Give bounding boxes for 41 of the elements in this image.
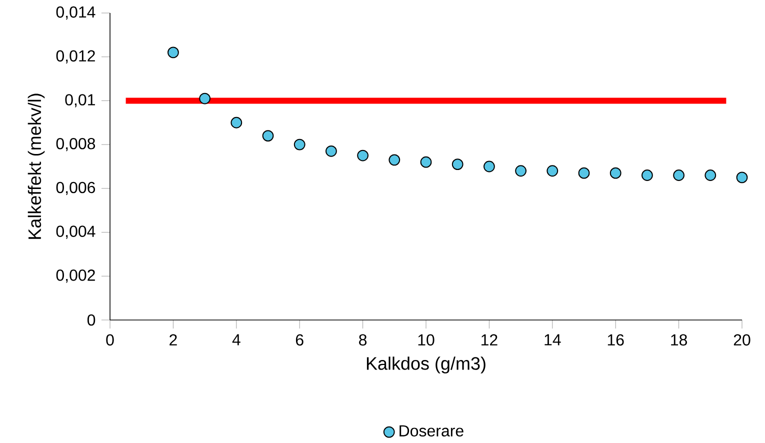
point — [641, 170, 653, 181]
point — [610, 167, 622, 179]
point — [452, 158, 464, 170]
point — [230, 116, 242, 128]
point — [199, 92, 211, 104]
x-tick-label: 4 — [232, 334, 240, 346]
point — [546, 165, 558, 177]
point — [420, 156, 432, 168]
x-axis-title: Kalkdos (g/m3) — [366, 356, 486, 374]
x-tick-label: 14 — [544, 334, 561, 346]
x-tick-label: 10 — [418, 334, 434, 346]
y-tick-label: 0 — [87, 314, 96, 326]
x-tick-label: 20 — [734, 334, 750, 346]
point — [578, 167, 590, 179]
point — [736, 172, 748, 184]
point — [262, 130, 274, 142]
y-tick-label: 0,014 — [56, 6, 96, 20]
point — [673, 170, 684, 181]
x-tick-label: 16 — [608, 334, 624, 346]
x-tick-label: 2 — [170, 334, 177, 346]
point — [484, 160, 495, 172]
y-tick-label: 0,008 — [56, 138, 96, 152]
x-tick-label: 6 — [296, 334, 304, 346]
point — [388, 154, 400, 166]
x-tick-label: 0 — [106, 334, 114, 346]
y-axis-title: Kalkeffekt (mekv/l) — [28, 94, 45, 239]
x-tick-label: 18 — [671, 334, 687, 346]
point — [704, 170, 716, 181]
point — [357, 150, 368, 162]
x-tick-label: 8 — [359, 334, 367, 346]
y-tick-label: 0,01 — [65, 94, 95, 108]
y-tick-label: 0,012 — [56, 50, 95, 64]
point — [515, 165, 526, 177]
y-tick-label: 0,004 — [56, 226, 96, 239]
legend-label: Doserare — [400, 425, 464, 437]
y-tick-label: 0,002 — [56, 270, 95, 283]
point — [326, 145, 337, 157]
y-tick-label: 0,006 — [56, 182, 96, 196]
x-tick-label: 12 — [482, 334, 498, 346]
point — [168, 46, 179, 58]
point — [294, 138, 306, 150]
